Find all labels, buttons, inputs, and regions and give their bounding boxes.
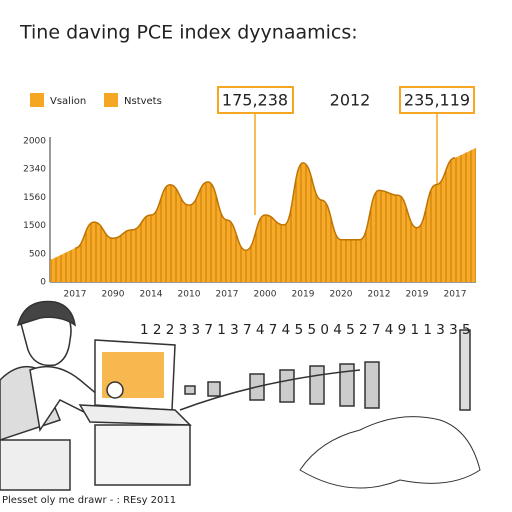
y-axis-label: 2340 [23,165,46,175]
plot: 2000 2340 1560 1500 500 0 2017 2090 2014 2010 2017… [23,137,476,300]
x-tick-label: 2012 [368,290,391,300]
x-tick-label: 2019 [292,290,315,300]
legend-swatch [104,93,118,107]
x-tick-label: 2017 [64,290,87,300]
footer: Plesset oly me drawr - : REsy 2011 [2,495,176,506]
x-tick-label: 2014 [140,290,163,300]
area [50,147,476,282]
y-axis-label: 0 [40,278,46,288]
chart-title: Tine daving PCE index dyynaamics: [19,22,358,44]
x-tick-label: 2020 [330,290,353,300]
x-tick-label: 2090 [102,290,125,300]
y-axis-label: 500 [29,249,46,259]
digits: 1 2 2 3 3 7 1 3 7 4 7 4 5 5 0 4 5 2 7 4 … [140,322,471,338]
x-tick-label: 2017 [216,290,239,300]
callout: 235,119 [404,91,470,110]
legend-label: Vsalion [50,96,86,107]
x-tick-label: 2017 [444,290,467,300]
y-axis-label: 1560 [23,193,46,203]
callout: 175,238 [222,91,288,110]
illustration [0,300,481,491]
callout: 2012 [330,91,371,110]
x-tick-label: 2010 [178,290,201,300]
area-line [74,157,456,252]
x-tick-label: 2000 [254,290,277,300]
legend-label: Nstvets [124,96,162,107]
y-axis-label: 1500 [23,221,46,231]
legend-swatch [30,93,44,107]
x-tick-label: 2019 [406,290,429,300]
y-axis-label: 2000 [23,137,46,147]
